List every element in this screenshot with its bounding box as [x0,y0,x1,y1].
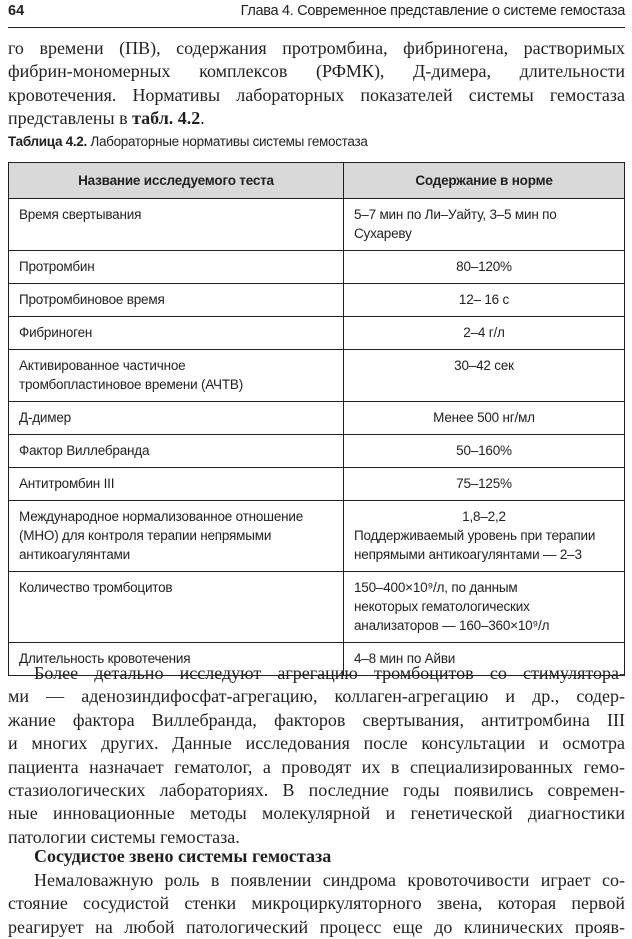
column-header-test: Название исследуемого теста [8,162,344,199]
text: . [200,108,205,129]
text-line: го времени (ПВ), содержания протромбина,… [8,38,625,58]
norm-value: 80–120% [456,259,512,274]
norm-cell: 150–400×10⁹/л, по данным некоторых гемат… [343,571,625,643]
test-name-cell: Время свертывания [8,198,344,251]
text-line: стазиологических лабораториях. В последн… [8,779,625,800]
text: представлены в [8,108,133,129]
norm-value: Менее 500 нг/мл [433,410,535,425]
text-line: ми — аденозиндифосфат-агрегацию, коллаге… [8,686,625,707]
test-name-cell: Протромбин [8,250,344,284]
text-line: реагирует на любой патологический процес… [8,916,625,937]
text-line: патологии системы гемостаза. [8,826,240,847]
text-line: кровотечения. Нормативы лабораторных пок… [8,84,625,105]
norm-cell: 4–8 мин по Айви [343,642,625,676]
test-name-cell: Фактор Виллебранда [8,434,344,468]
table-row: Антитромбин III 75–125% [8,467,625,501]
test-name-cell: Фибриноген [8,316,344,350]
test-name-cell: Длительность кровотечения [8,642,344,676]
table-row: Активированное частичное тромбопластинов… [8,349,625,402]
test-name-cell: Количество тромбоцитов [8,571,344,643]
norm-value: 12– 16 с [458,292,510,307]
norm-value: 150–400×10⁹/л, по данным некоторых гемат… [354,580,550,633]
table-row: Протромбиновое время 12– 16 с [8,283,625,317]
norm-cell: 80–120% [343,250,625,284]
lab-norms-table: Название исследуемого теста Содержание в… [8,162,625,676]
norm-value: 1,8–2,2 [462,509,506,524]
norm-value: 30–42 сек [454,358,514,373]
test-name-cell: Международное нормализованное отношение … [8,500,344,572]
norm-value: 5–7 мин по Ли–Уайту, 3–5 мин по Сухареву [354,207,557,241]
text-line: Более детально исследуют агрегацию тромб… [34,663,625,683]
test-name-cell: Антитромбин III [8,467,344,501]
text-line: пациента назначает гематолог, а проводят… [8,756,625,777]
test-name-cell: Д-димер [8,401,344,435]
chapter-title: Глава 4. Современное представление о сис… [240,3,626,19]
table-caption: Таблица 4.2. Лабораторные нормативы сист… [8,134,368,149]
table-row: Количество тромбоцитов 150–400×10⁹/л, по … [8,571,625,643]
text-line: стояние сосудистой стенки микроциркулято… [8,893,625,914]
norm-value: 75–125% [456,476,512,491]
norm-cell: Менее 500 нг/мл [343,401,625,435]
text-line: и многих других. Данные исследования пос… [8,733,625,754]
text-line: жание фактора Виллебранда, факторов свер… [8,709,625,730]
caption-label: Таблица 4.2. [8,134,87,149]
section-heading: Сосудистое звено системы гемостаза [34,846,332,866]
norm-cell: 75–125% [343,467,625,501]
norm-value: 2–4 г/л [463,325,505,340]
table-reference: табл. 4.2 [132,108,201,129]
vascular-paragraph: Немаловажную роль в появлении синдрома к… [8,869,625,939]
table-header-row: Название исследуемого теста Содержание в… [8,162,625,199]
text-line: ные инновационные методы молекулярной и … [8,803,625,824]
text-line: фибрин-мономерных комплексов (РФМК), Д-д… [8,61,625,82]
test-name-cell: Протромбиновое время [8,283,344,317]
norm-cell: 12– 16 с [343,283,625,317]
table-row: Фибриноген 2–4 г/л [8,316,625,350]
table-row: Протромбин 80–120% [8,250,625,284]
norm-value: 50–160% [456,443,512,458]
body-paragraph: Более детально исследуют агрегацию тромб… [8,662,625,849]
caption-text: Лабораторные нормативы системы гемостаза [86,134,368,149]
norm-value: 4–8 мин по Айви [354,651,456,666]
table-row: Д-димер Менее 500 нг/мл [8,401,625,435]
table-row: Время свертывания 5–7 мин по Ли–Уайту, 3–… [8,198,625,251]
norm-cell: 50–160% [343,434,625,468]
norm-cell: 2–4 г/л [343,316,625,350]
table-row: Фактор Виллебранда 50–160% [8,434,625,468]
page-number: 64 [8,3,25,19]
norm-cell: 1,8–2,2 Поддерживаемый уровень при терапи… [343,500,625,572]
text-line: Немаловажную роль в появлении синдрома к… [34,870,625,890]
table-row: Длительность кровотечения 4–8 мин по Айви [8,642,625,676]
text-line: представлены в табл. 4.2. [8,107,625,130]
norm-cell: 5–7 мин по Ли–Уайту, 3–5 мин по Сухареву [343,198,625,251]
column-header-norm: Содержание в норме [343,162,625,199]
table-row: Международное нормализованное отношение … [8,500,625,572]
norm-cell: 30–42 сек [343,349,625,402]
intro-paragraph: го времени (ПВ), содержания протромбина,… [8,37,625,131]
norm-note: Поддерживаемый уровень при терапии непря… [354,528,596,562]
test-name-cell: Активированное частичное тромбопластинов… [8,349,344,402]
running-header: 64 Глава 4. Современное представление о … [8,0,625,28]
